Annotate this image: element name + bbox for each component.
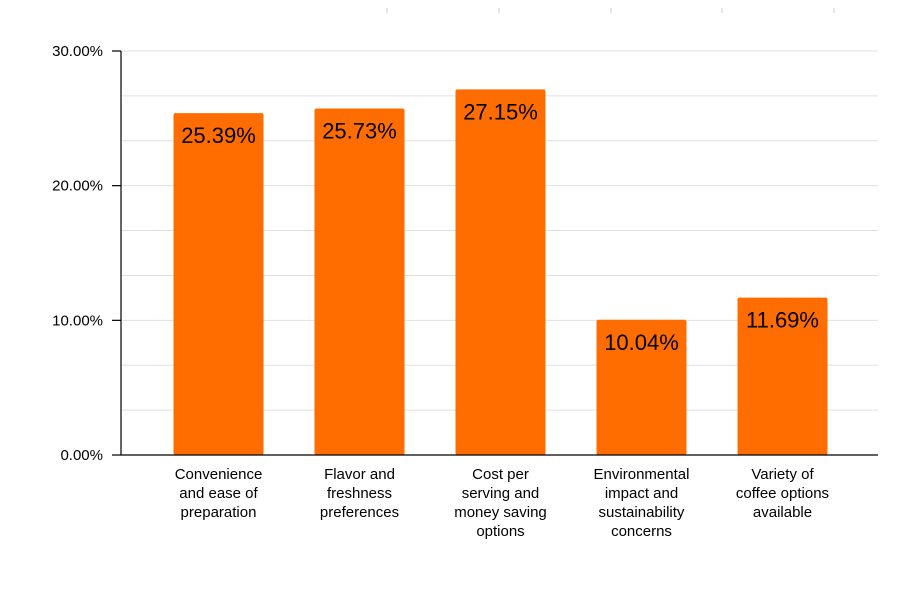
x-category-label-line: impact and <box>605 485 678 502</box>
bar <box>596 319 687 455</box>
x-category-label-line: Flavor and <box>324 466 395 483</box>
x-category-label-line: sustainability <box>599 504 685 521</box>
bars <box>173 89 828 456</box>
x-axis-category-labels: Convenience and ease of preparation Flavor … <box>175 466 829 540</box>
data-label: 10.04% <box>604 330 679 355</box>
x-category-label: Convenience and ease of preparation <box>175 466 263 521</box>
bar <box>173 113 264 456</box>
x-category-label-line: Variety of <box>751 466 814 483</box>
bar <box>737 297 828 455</box>
data-label: 25.73% <box>322 119 397 144</box>
data-labels: 25.39% 25.73% 27.15% 10.04% 11.69% <box>181 99 819 354</box>
y-tick-label: 30.00% <box>52 43 103 60</box>
x-category-label-line: options <box>476 523 524 540</box>
x-category-label-line: money saving <box>454 504 547 521</box>
x-category-label-line: preferences <box>320 504 399 521</box>
x-category-label-line: serving and <box>462 485 540 502</box>
y-tick-label: 0.00% <box>60 447 103 464</box>
bar <box>455 89 546 455</box>
x-category-label-line: preparation <box>181 504 257 521</box>
top-tick-marks <box>386 8 835 13</box>
x-category-label-line: Convenience <box>175 466 263 483</box>
x-category-label-line: concerns <box>611 523 672 540</box>
x-category-label: Environmental impact and sustainability con… <box>594 466 690 540</box>
bar <box>314 108 405 455</box>
x-category-label-line: Environmental <box>594 466 690 483</box>
data-label: 11.69% <box>746 308 819 333</box>
x-category-label: Flavor and freshness preferences <box>320 466 399 521</box>
data-label: 25.39% <box>181 123 256 148</box>
axes <box>112 50 878 456</box>
x-category-label-line: freshness <box>327 485 392 502</box>
y-axis-tick-labels: 0.00% 10.00% 20.00% 30.00% <box>52 43 103 464</box>
x-category-label: Cost per serving and money saving options <box>454 466 547 540</box>
data-label: 27.15% <box>463 99 538 124</box>
y-tick-label: 20.00% <box>52 178 103 195</box>
x-category-label: Variety of coffee options available <box>736 466 829 521</box>
x-category-label-line: and ease of <box>179 485 258 502</box>
x-category-label-line: Cost per <box>472 466 529 483</box>
x-category-label-line: available <box>753 504 812 521</box>
y-tick-label: 10.00% <box>52 312 103 329</box>
x-category-label-line: coffee options <box>736 485 829 502</box>
